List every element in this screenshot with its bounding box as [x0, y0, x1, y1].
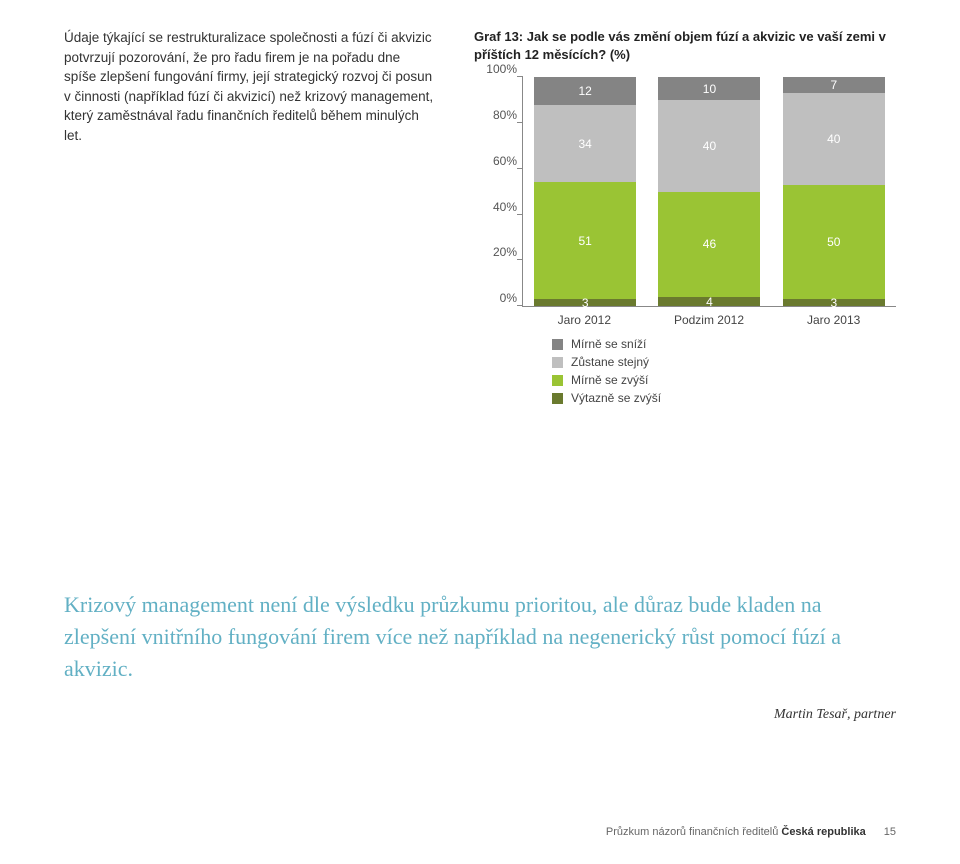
- page-footer: Průzkum názorů finančních ředitelů Česká…: [606, 826, 896, 838]
- y-tick-label: 100%: [469, 62, 517, 76]
- bar-segment: 3: [783, 299, 885, 306]
- y-tick-label: 0%: [469, 291, 517, 305]
- footer-bold: Česká republika: [781, 826, 865, 838]
- bar-segment: 12: [534, 77, 636, 104]
- legend-label: Mírně se zvýší: [571, 373, 648, 387]
- bar-segment: 51: [534, 182, 636, 299]
- bars-group: 12345131040464740503: [523, 77, 896, 306]
- y-axis-labels: 0%20%40%60%80%100%: [469, 69, 517, 298]
- chart-title: Graf 13: Jak se podle vás změní objem fú…: [474, 28, 896, 63]
- legend-label: Výtazně se zvýší: [571, 391, 661, 405]
- bar-column: 1234513: [534, 77, 636, 306]
- x-tick-label: Podzim 2012: [658, 313, 760, 327]
- legend-item: Mírně se sníží: [552, 337, 896, 351]
- bar-segment: 7: [783, 77, 885, 93]
- y-tick-label: 60%: [469, 154, 517, 168]
- bar-segment: 50: [783, 185, 885, 300]
- legend-swatch: [552, 393, 563, 404]
- chart-legend: Mírně se sníží Zůstane stejný Mírně se zvý…: [552, 337, 896, 405]
- bar-segment: 3: [534, 299, 636, 306]
- bar-segment: 10: [658, 77, 760, 100]
- chart-plot: 0%20%40%60%80%100% 12345131040464740503: [522, 77, 896, 307]
- bar-segment: 40: [658, 100, 760, 192]
- legend-label: Mírně se sníží: [571, 337, 646, 351]
- chart: 0%20%40%60%80%100% 12345131040464740503 …: [474, 77, 896, 405]
- intro-paragraph: Údaje týkající se restrukturalizace spol…: [64, 28, 434, 409]
- top-row: Údaje týkající se restrukturalizace spol…: [64, 28, 896, 409]
- x-axis-labels: Jaro 2012 Podzim 2012 Jaro 2013: [522, 313, 896, 327]
- bar-segment: 4: [658, 297, 760, 306]
- page-number: 15: [884, 826, 896, 838]
- quote-attribution: Martin Tesař, partner: [64, 707, 896, 723]
- legend-swatch: [552, 375, 563, 386]
- bar-segment: 34: [534, 105, 636, 183]
- legend-swatch: [552, 339, 563, 350]
- y-tick-label: 20%: [469, 245, 517, 259]
- quote-text: Krizový management není dle výsledku prů…: [64, 589, 896, 685]
- x-tick-label: Jaro 2012: [533, 313, 635, 327]
- y-tick-label: 80%: [469, 108, 517, 122]
- bar-column: 740503: [783, 77, 885, 306]
- legend-item: Výtazně se zvýší: [552, 391, 896, 405]
- footer-text: Průzkum názorů finančních ředitelů: [606, 826, 781, 838]
- chart-container: Graf 13: Jak se podle vás změní objem fú…: [474, 28, 896, 409]
- y-tick-label: 40%: [469, 200, 517, 214]
- bar-segment: 40: [783, 93, 885, 185]
- legend-item: Mírně se zvýší: [552, 373, 896, 387]
- bar-column: 1040464: [658, 77, 760, 306]
- quote-block: Krizový management není dle výsledku prů…: [64, 589, 896, 723]
- legend-swatch: [552, 357, 563, 368]
- bar-segment: 46: [658, 192, 760, 297]
- x-tick-label: Jaro 2013: [783, 313, 885, 327]
- legend-item: Zůstane stejný: [552, 355, 896, 369]
- legend-label: Zůstane stejný: [571, 355, 649, 369]
